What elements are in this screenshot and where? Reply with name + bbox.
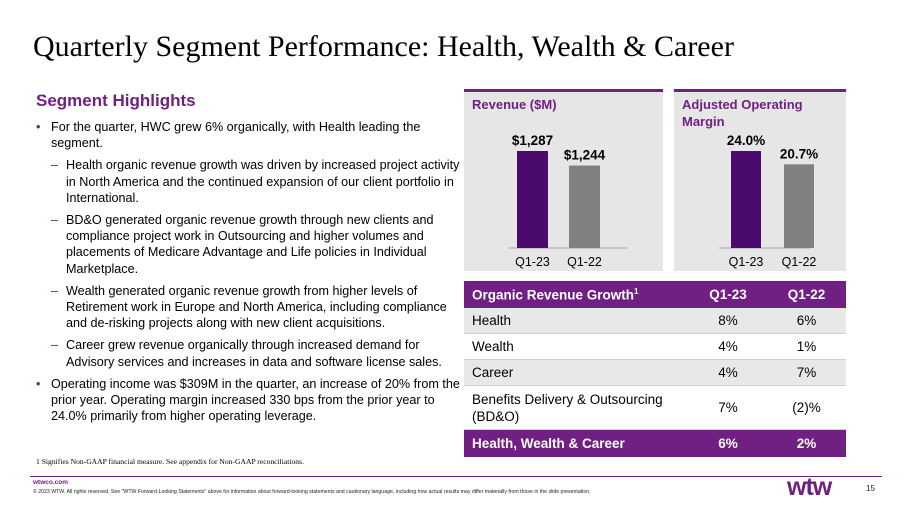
table-header-label: Organic Revenue Growth1 — [472, 286, 639, 303]
sub-bullet-text: Career grew revenue organically through … — [66, 338, 442, 369]
page-number: 15 — [866, 484, 875, 493]
bar-q1-22 — [784, 164, 814, 248]
row-q123: 8% — [718, 313, 738, 328]
row-q122: (2)% — [792, 400, 821, 415]
table-row: Health 8% 6% — [464, 308, 846, 334]
bar-value-label: $1,287 — [512, 133, 553, 148]
footnote: 1 Signifies Non-GAAP financial measure. … — [36, 457, 304, 466]
bar-value-label: 24.0% — [727, 133, 765, 148]
wtw-logo: wtw — [787, 473, 832, 501]
row-q122: 1% — [796, 339, 817, 354]
row-q123: 4% — [718, 339, 738, 354]
total-label: Health, Wealth & Career — [472, 436, 625, 451]
row-label: Career — [472, 365, 514, 380]
table-row: Wealth 4% 1% — [464, 334, 846, 360]
x-tick-label: Q1-23 — [515, 255, 550, 269]
slide-title: Quarterly Segment Performance: Health, W… — [33, 30, 734, 63]
sub-bullet-item: – Health organic revenue growth was driv… — [36, 157, 462, 206]
row-label: Wealth — [472, 339, 514, 354]
revenue-chart: $1,287 Q1-23 $1,244 Q1-22 — [509, 133, 627, 269]
bullet-text: For the quarter, HWC grew 6% organically… — [51, 120, 421, 151]
x-tick-label: Q1-22 — [782, 255, 817, 269]
bar-value-label: 20.7% — [780, 146, 818, 161]
x-tick-label: Q1-23 — [729, 255, 764, 269]
sub-bullet-marker: – — [51, 213, 59, 228]
sub-bullet-item: – Wealth generated organic revenue growt… — [36, 283, 462, 332]
sub-bullet-marker: – — [51, 158, 59, 173]
revenue-chart-panel: Revenue ($M) $1,287 Q1-23 $1,244 Q1-22 — [464, 89, 663, 271]
bullet-item: • Operating income was $309M in the quar… — [36, 376, 462, 425]
table-header-q123: Q1-23 — [709, 287, 747, 302]
revenue-chart-title: Revenue ($M) — [472, 97, 557, 112]
sub-bullet-text: BD&O generated organic revenue growth th… — [66, 213, 434, 276]
x-tick-label: Q1-22 — [567, 255, 602, 269]
footer-copyright: © 2023 WTW. All rights reserved. See "WT… — [33, 489, 591, 495]
bar-q1-23 — [731, 151, 761, 248]
margin-chart: 24.0% Q1-23 20.7% Q1-22 — [719, 133, 818, 269]
sub-bullet-text: Health organic revenue growth was driven… — [66, 158, 460, 205]
bar-value-label: $1,244 — [564, 148, 606, 163]
footer-divider — [30, 476, 882, 477]
table-total-row: Health, Wealth & Career 6% 2% — [464, 430, 846, 457]
total-q122: 2% — [796, 436, 817, 451]
bullet-item: • For the quarter, HWC grew 6% organical… — [36, 119, 462, 151]
total-q123: 6% — [718, 436, 738, 451]
sub-bullet-text: Wealth generated organic revenue growth … — [66, 283, 447, 331]
table-row: Career 4% 7% — [464, 360, 846, 386]
bullet-text: Operating income was $309M in the quarte… — [51, 376, 460, 424]
highlights-heading: Segment Highlights — [36, 91, 196, 110]
margin-chart-panel: Adjusted Operating Margin 24.0% Q1-23 20.7… — [674, 89, 846, 271]
table-header-row: Organic Revenue Growth1 Q1-23 Q1-22 — [464, 281, 846, 308]
footer-site-link[interactable]: wtwco.com — [33, 479, 69, 486]
organic-growth-table: Organic Revenue Growth1 Q1-23 Q1-22 Heal… — [464, 281, 846, 457]
row-q123: 4% — [718, 365, 738, 380]
sub-bullet-marker: – — [51, 283, 59, 298]
bar-q1-23 — [517, 151, 548, 248]
row-label: Benefits Delivery & Outsourcing (BD&O) — [472, 391, 663, 424]
highlights-list: • For the quarter, HWC grew 6% organical… — [36, 119, 462, 430]
table-header-q122: Q1-22 — [787, 287, 826, 302]
sub-bullet-item: – Career grew revenue organically throug… — [36, 337, 462, 369]
row-label: Health — [472, 313, 512, 328]
footnote-marker: 1 — [634, 286, 639, 296]
bar-q1-22 — [569, 165, 600, 248]
bullet-marker: • — [36, 376, 41, 391]
bullet-marker: • — [36, 120, 41, 134]
row-q122: 7% — [796, 365, 817, 380]
sub-bullet-marker: – — [51, 338, 59, 353]
sub-bullet-item: – BD&O generated organic revenue growth … — [36, 212, 462, 277]
row-q123: 7% — [718, 400, 738, 415]
table-row: Benefits Delivery & Outsourcing (BD&O) 7%… — [464, 386, 846, 430]
margin-chart-title: Adjusted Operating Margin — [682, 97, 803, 129]
row-q122: 6% — [796, 313, 817, 328]
